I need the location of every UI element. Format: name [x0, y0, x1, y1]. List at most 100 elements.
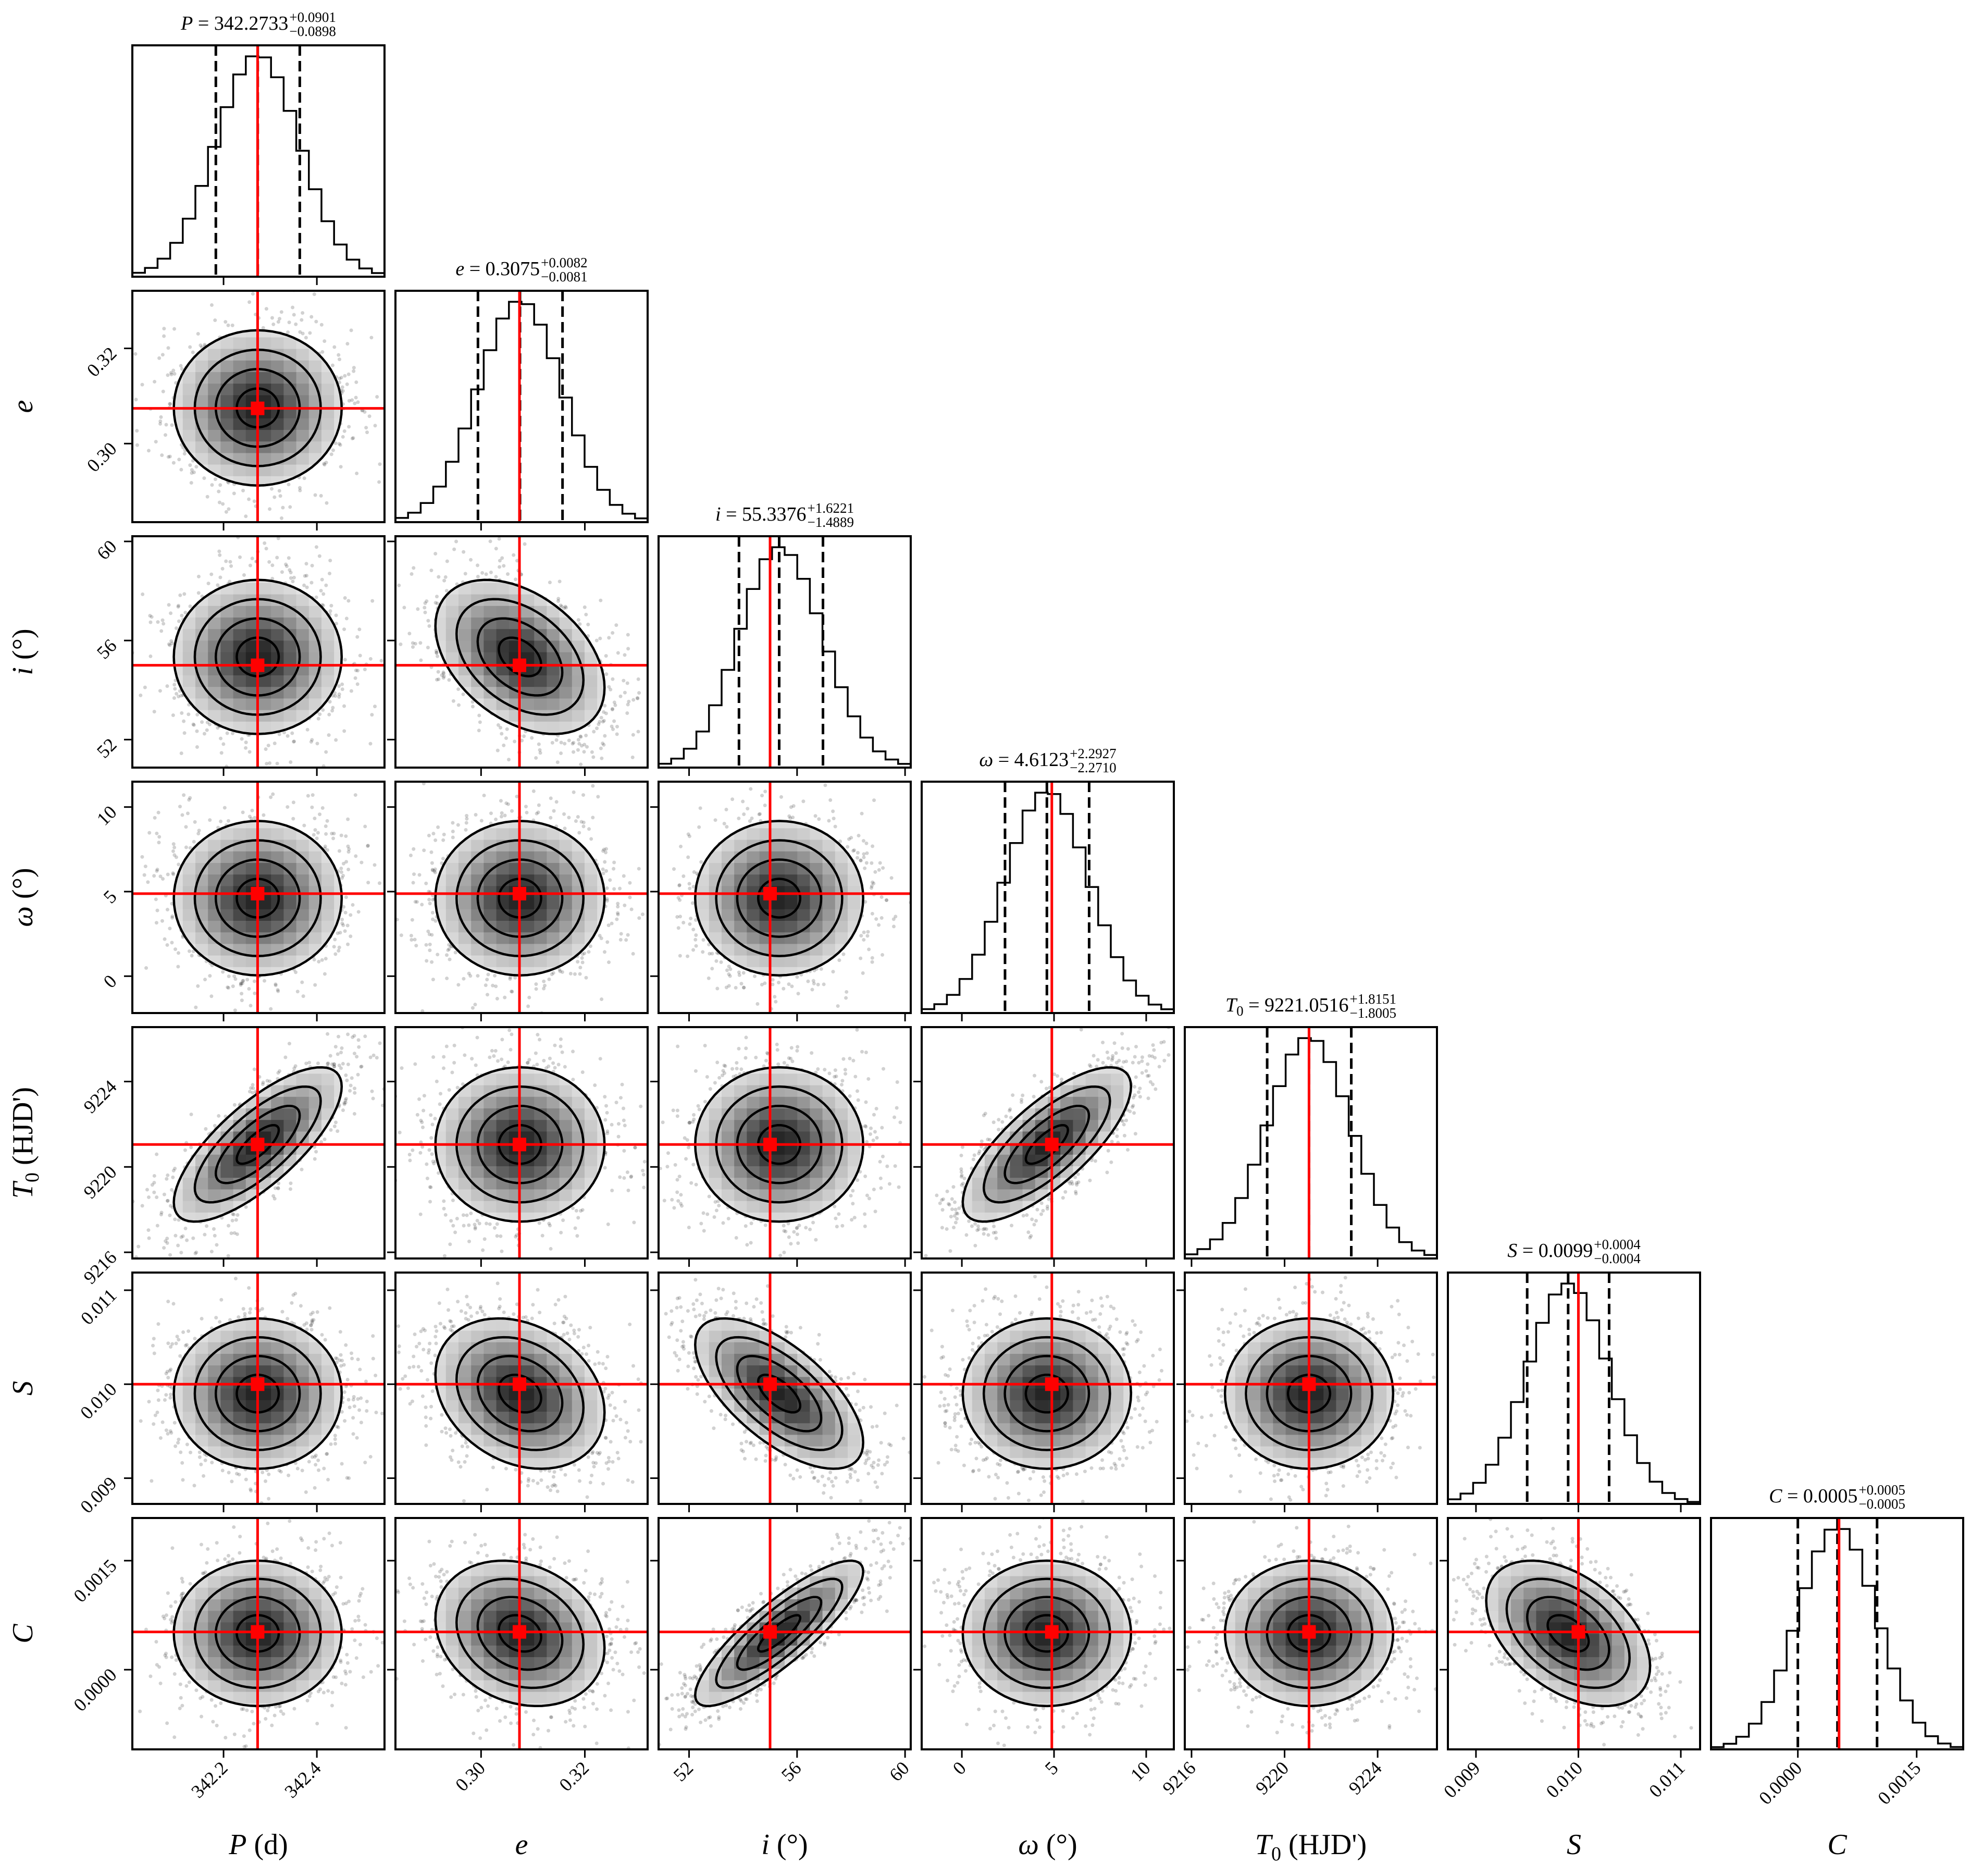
scatter-point [498, 1297, 502, 1301]
scatter-point [742, 985, 746, 990]
scatter-point [861, 838, 865, 843]
scatter-point [675, 1178, 679, 1182]
scatter-point [191, 1236, 195, 1240]
scatter-point [184, 845, 188, 849]
scatter-point [618, 694, 623, 698]
density-bin [245, 862, 259, 875]
density-bin [271, 337, 284, 349]
scatter-point [145, 1188, 149, 1192]
density-bin [585, 652, 598, 664]
density-bin [695, 1166, 697, 1178]
scatter-point [340, 1359, 344, 1363]
scatter-point [168, 1213, 172, 1217]
contour-line [235, 1373, 280, 1414]
density-bin [534, 1154, 547, 1166]
density-bin [559, 1085, 573, 1097]
scatter-point [597, 722, 601, 726]
density-bin [245, 920, 259, 933]
density-bin [747, 932, 760, 944]
scatter-point [873, 1209, 877, 1214]
scatter-point [493, 1020, 497, 1023]
scatter-point [230, 1479, 234, 1484]
scatter-point [433, 601, 438, 605]
scatter-point [441, 670, 445, 674]
scatter-point [178, 805, 182, 809]
scatter-point [526, 1060, 530, 1065]
scatter-point [508, 977, 512, 981]
density-bin [195, 441, 208, 453]
density-bin [1010, 1201, 1023, 1213]
scatter-point [456, 687, 461, 692]
scatter-point [607, 636, 611, 640]
scatter-point [870, 960, 874, 964]
scatter-point [742, 985, 746, 990]
density-bin [245, 464, 259, 476]
scatter-point [351, 1432, 355, 1436]
scatter-point [368, 1055, 373, 1059]
scatter-point [294, 970, 298, 974]
scatter-point [171, 842, 176, 846]
scatter-point [287, 1042, 291, 1046]
scatter-point [697, 1107, 701, 1112]
scatter-point [436, 654, 440, 658]
density-bin [484, 675, 497, 687]
scatter-point [277, 732, 281, 736]
scatter-point [795, 975, 799, 979]
scatter-point [637, 691, 641, 695]
scatter-point [342, 1363, 346, 1367]
scatter-point [290, 1301, 294, 1305]
scatter-point [200, 720, 204, 724]
scatter-point [211, 787, 215, 791]
scatter-point [1030, 1217, 1034, 1221]
scatter-point [166, 1341, 170, 1346]
scatter-point [576, 960, 580, 964]
density-bin [195, 932, 208, 944]
scatter-point [337, 945, 341, 949]
scatter-point [363, 410, 367, 414]
scatter-point [187, 712, 191, 717]
scatter-point [493, 1049, 498, 1053]
scatter-point [782, 986, 786, 991]
scatter-point [592, 1464, 596, 1468]
scatter-point [760, 982, 764, 986]
panel-frame [131, 1026, 386, 1260]
density-bin [233, 828, 246, 840]
scatter-point [169, 1392, 173, 1397]
density-bin [696, 897, 710, 909]
scatter-point [467, 1239, 472, 1243]
scatter-point [435, 651, 439, 655]
density-bin [772, 1067, 785, 1074]
scatter-point [363, 1203, 367, 1207]
scatter-point [1021, 1093, 1025, 1097]
panel-frame [131, 781, 386, 1014]
density-bin [245, 1400, 259, 1412]
scatter-point [276, 1071, 280, 1075]
scatter-point [310, 1455, 314, 1459]
scatter-point [975, 1228, 980, 1232]
density-bin [496, 851, 510, 863]
scatter-point [179, 751, 183, 756]
density-bin [321, 394, 334, 407]
scatter-point [988, 1138, 992, 1142]
scatter-point [170, 941, 174, 945]
density-bin [985, 1131, 998, 1143]
scatter-point [873, 1130, 877, 1134]
density-bin [458, 617, 472, 630]
scatter-panel-omega-vs-i [650, 781, 912, 1021]
scatter-point [827, 1071, 832, 1076]
density-bin [182, 1365, 196, 1377]
density-bin [283, 594, 297, 606]
scatter-point [181, 1478, 185, 1482]
scatter-point [892, 1115, 897, 1119]
scatter-point [371, 1053, 376, 1057]
scatter-point [538, 1038, 542, 1042]
scatter-point [310, 738, 314, 742]
scatter-point [375, 395, 379, 399]
scatter-point [160, 1420, 165, 1424]
scatter-point [673, 1163, 677, 1167]
scatter-point [313, 1145, 317, 1149]
scatter-point [687, 1121, 691, 1125]
scatter-point [444, 953, 449, 957]
scatter-point [689, 1181, 693, 1185]
truth-marker [251, 401, 265, 415]
